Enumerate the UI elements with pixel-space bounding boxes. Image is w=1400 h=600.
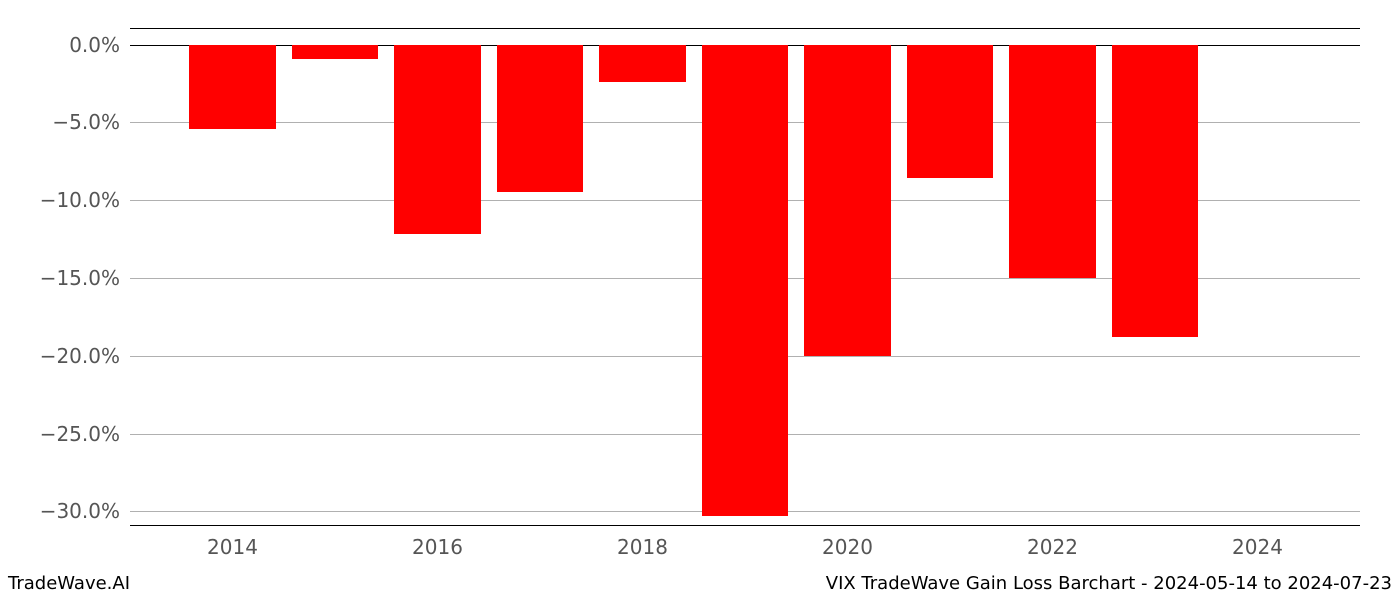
ytick-label: −5.0% xyxy=(52,110,130,134)
xtick-label: 2020 xyxy=(822,525,873,559)
ytick-label: −30.0% xyxy=(40,499,130,523)
ytick-label: −10.0% xyxy=(40,188,130,212)
xtick-label: 2024 xyxy=(1232,525,1283,559)
bar xyxy=(907,45,993,179)
ytick-label: −20.0% xyxy=(40,344,130,368)
bar xyxy=(189,45,275,129)
figure: 0.0% −5.0% −10.0% −15.0% −20.0% −25.0% −30.0% 2… xyxy=(0,0,1400,600)
xtick-label: 2022 xyxy=(1027,525,1078,559)
xtick-label: 2014 xyxy=(207,525,258,559)
bar xyxy=(394,45,480,235)
ytick-label: 0.0% xyxy=(69,33,130,57)
bar xyxy=(702,45,788,517)
xtick-label: 2016 xyxy=(412,525,463,559)
bar xyxy=(292,45,378,59)
bar xyxy=(599,45,685,82)
plot-area: 0.0%−5.0%−10.0%−15.0%−20.0%−25.0%−30.0%2… xyxy=(130,28,1360,526)
bar xyxy=(1112,45,1198,338)
xtick-label: 2018 xyxy=(617,525,668,559)
bar xyxy=(1009,45,1095,278)
footer-left-text: TradeWave.AI xyxy=(8,573,130,594)
bar xyxy=(804,45,890,356)
ytick-label: −25.0% xyxy=(40,422,130,446)
ytick-label: −15.0% xyxy=(40,266,130,290)
bar xyxy=(497,45,583,193)
footer-right-text: VIX TradeWave Gain Loss Barchart - 2024-… xyxy=(826,573,1392,594)
